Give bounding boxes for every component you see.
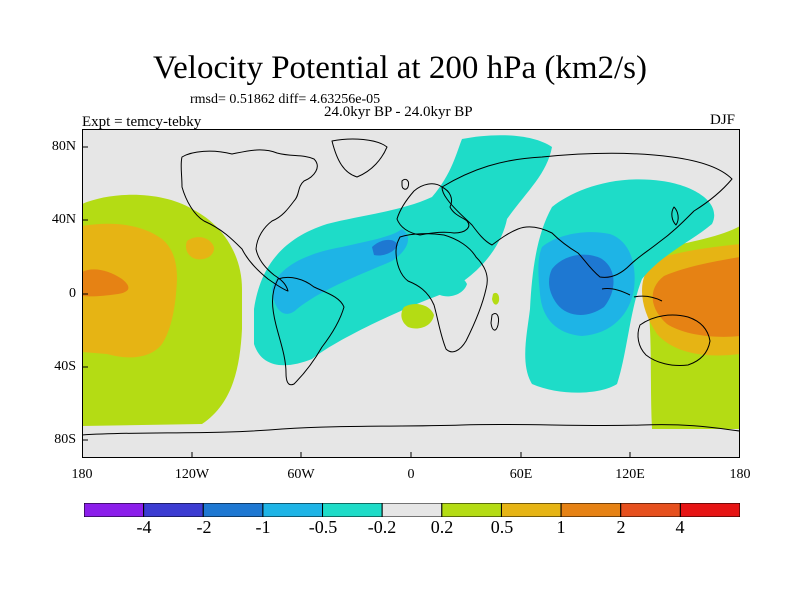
- coastline-asia: [441, 152, 733, 278]
- lon-label-180e: 180: [729, 467, 751, 482]
- africa-positive-patch-b: [492, 292, 500, 305]
- lat-label-80n: 80N: [51, 139, 76, 154]
- colorbar-swatch: [262, 503, 324, 517]
- colorbar-label: 0.2: [430, 517, 454, 537]
- pacific-positive-contour-1: [82, 269, 129, 297]
- lat-label-40n: 40N: [51, 212, 76, 227]
- colorbar: [84, 503, 740, 517]
- colorbar-label: 2: [616, 517, 626, 537]
- coastlines: [82, 138, 740, 436]
- coastline-north-america: [180, 149, 318, 292]
- colorbar-label: -0.2: [367, 517, 397, 537]
- wpacific-positive-contour-1: [652, 257, 740, 337]
- lon-label-0: 0: [407, 467, 415, 482]
- map-ticks: [82, 146, 631, 458]
- atlantic-negative-contour-1: [372, 239, 398, 256]
- colorbar-label: 4: [675, 517, 685, 537]
- coastline-madagascar: [490, 312, 499, 331]
- colorbar-swatch: [441, 503, 502, 517]
- map-title: Velocity Potential at 200 hPa (km2/s): [152, 50, 648, 86]
- lon-label-60w: 60W: [287, 467, 315, 482]
- colorbar-swatch: [202, 503, 264, 517]
- lon-label-120w: 120W: [174, 467, 210, 482]
- lat-label-0: 0: [69, 286, 76, 301]
- lon-label-120e: 120E: [615, 467, 645, 482]
- coastline-australia: [637, 314, 711, 366]
- coastline-indonesia: [601, 288, 663, 302]
- coastline-africa: [395, 233, 488, 353]
- colorbar-swatch: [381, 503, 443, 517]
- lat-label-40s: 40S: [54, 359, 76, 374]
- lon-label-180w: 180: [71, 467, 93, 482]
- colorbar-label: -0.5: [308, 517, 338, 537]
- coastline-south-america: [272, 276, 345, 386]
- pacific-positive-contour-0.5: [82, 223, 177, 358]
- coastline-antarctica: [82, 423, 740, 436]
- stats-text: rmsd= 0.51862 diff= 4.63256e-05: [190, 92, 381, 107]
- colorbar-label: -1: [255, 517, 271, 537]
- colorbar-label: -2: [196, 517, 212, 537]
- africa-negative-contour-0.2: [433, 273, 467, 297]
- season-label: DJF: [710, 112, 736, 128]
- lat-label-80s: 80S: [54, 432, 76, 447]
- colorbar-label: 0.5: [490, 517, 514, 537]
- colorbar-label: -4: [136, 517, 152, 537]
- colorbar-swatch: [143, 503, 204, 517]
- colorbar-swatch: [560, 503, 622, 517]
- colorbar-swatch: [679, 503, 740, 517]
- indian-negative-contour-1: [549, 254, 614, 315]
- period-label: 24.0kyr BP - 24.0kyr BP: [324, 104, 473, 120]
- africa-positive-patch: [401, 303, 434, 329]
- coastline-greenland: [331, 138, 388, 178]
- colorbar-label: 1: [556, 517, 566, 537]
- coastline-uk: [401, 178, 409, 190]
- experiment-label: Expt = temcy-tebky: [82, 114, 202, 130]
- colorbar-swatch: [500, 503, 562, 517]
- pacific-positive-contour-0.5-b: [186, 237, 215, 260]
- coastline-europe: [396, 183, 470, 236]
- colorbar-swatch: [620, 503, 681, 517]
- colorbar-swatch: [322, 503, 383, 517]
- lon-label-60e: 60E: [509, 467, 533, 482]
- velocity-potential-map: [82, 129, 740, 458]
- coastline-japan: [671, 206, 679, 226]
- colorbar-swatch: [84, 503, 145, 517]
